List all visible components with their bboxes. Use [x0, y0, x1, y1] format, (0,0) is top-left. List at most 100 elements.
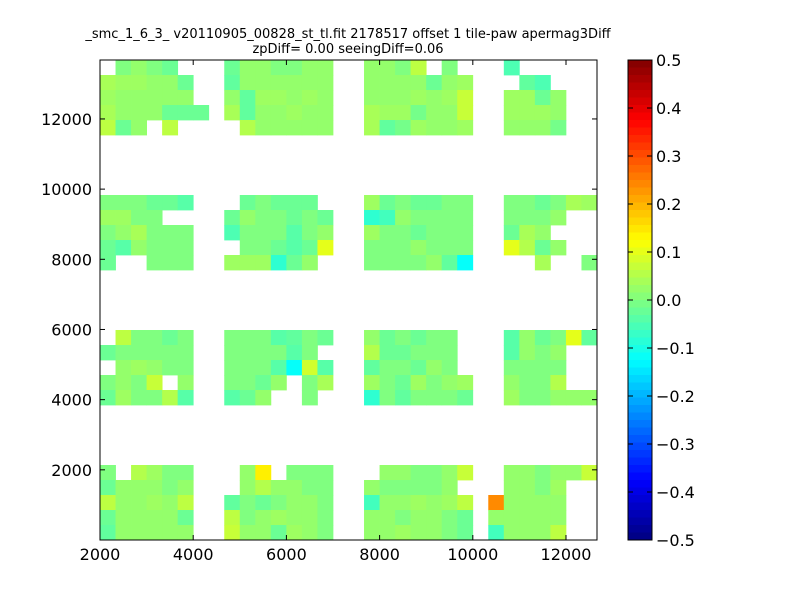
heatmap-cell: [534, 120, 551, 136]
heatmap-cell: [395, 225, 412, 241]
heatmap-cell: [395, 255, 412, 271]
heatmap-cell: [286, 345, 303, 361]
colorbar-segment: [628, 67, 652, 76]
colorbar-tick-label: −0.4: [656, 483, 695, 502]
heatmap-cell: [317, 210, 334, 226]
heatmap-cell: [550, 375, 567, 391]
heatmap-cell: [146, 195, 163, 211]
heatmap-cell: [519, 495, 536, 511]
heatmap-cell: [115, 240, 132, 256]
colorbar-segment: [628, 157, 652, 166]
heatmap-cell: [410, 240, 427, 256]
heatmap-cell: [255, 210, 272, 226]
heatmap-cell: [395, 105, 412, 121]
heatmap-cell: [270, 330, 287, 346]
heatmap-cell: [426, 525, 443, 541]
heatmap-cell: [317, 240, 334, 256]
heatmap-cell: [395, 90, 412, 106]
colorbar-segment: [628, 105, 652, 113]
heatmap-cell: [301, 510, 318, 526]
heatmap-cell: [177, 330, 194, 346]
heatmap-cell: [286, 90, 303, 106]
heatmap-cell: [364, 510, 380, 526]
x-tick-label: 2000: [80, 545, 121, 564]
heatmap-cell: [301, 495, 318, 511]
heatmap-cell: [519, 240, 536, 256]
heatmap-cell: [519, 525, 536, 541]
heatmap-cell: [519, 195, 536, 211]
heatmap-cell: [379, 465, 396, 481]
heatmap-cell: [224, 210, 241, 226]
heatmap-cell: [270, 60, 287, 76]
colorbar-segment: [628, 142, 652, 151]
heatmap-cell: [115, 210, 132, 226]
heatmap-cell: [457, 195, 474, 211]
heatmap-cell: [317, 480, 334, 496]
colorbar-segment: [628, 75, 652, 83]
heatmap-cell: [255, 375, 272, 391]
heatmap-cell: [301, 255, 318, 271]
y-tick-label: 4000: [51, 391, 92, 410]
heatmap-cell: [534, 510, 551, 526]
heatmap-cell: [301, 240, 318, 256]
heatmap-cell: [146, 90, 163, 106]
heatmap-cell: [146, 105, 163, 121]
colorbar-segment: [628, 60, 652, 68]
colorbar-segment: [628, 97, 652, 106]
colorbar-segment: [628, 532, 652, 541]
heatmap-cell: [100, 120, 116, 136]
heatmap-cell: [177, 75, 194, 91]
heatmap-cell: [379, 375, 396, 391]
heatmap-cell: [364, 240, 380, 256]
colorbar-segment: [628, 187, 652, 196]
heatmap-cell: [410, 345, 427, 361]
colorbar-tick-label: 0.2: [656, 195, 681, 214]
heatmap-cell: [395, 390, 412, 406]
heatmap-cell: [100, 525, 116, 541]
heatmap-cell: [146, 255, 163, 271]
heatmap-cell: [115, 345, 132, 361]
heatmap-cell: [286, 105, 303, 121]
heatmap-cell: [519, 225, 536, 241]
heatmap-cell: [395, 330, 412, 346]
heatmap-cell: [503, 480, 520, 496]
heatmap-cell: [457, 105, 474, 121]
heatmap-cell: [550, 525, 567, 541]
colorbar-tick-label: 0.4: [656, 99, 681, 118]
heatmap-cell: [364, 105, 380, 121]
heatmap-cell: [519, 480, 536, 496]
heatmap-cell: [317, 495, 334, 511]
heatmap-cell: [457, 90, 474, 106]
heatmap-cell: [270, 210, 287, 226]
colorbar-segment: [628, 517, 652, 526]
heatmap-cell: [270, 510, 287, 526]
heatmap-cell: [534, 210, 551, 226]
heatmap-cell: [581, 465, 598, 481]
heatmap-cell: [534, 255, 551, 271]
heatmap-cell: [364, 375, 380, 391]
heatmap-cell: [534, 465, 551, 481]
colorbar-segment: [628, 285, 652, 293]
heatmap-cell: [146, 375, 163, 391]
heatmap-cell: [270, 75, 287, 91]
heatmap-cell: [286, 210, 303, 226]
heatmap-cell: [224, 510, 241, 526]
colorbar-segment: [628, 442, 652, 451]
heatmap-cell: [239, 480, 256, 496]
heatmap-cell: [301, 375, 318, 391]
y-tick-label: 10000: [41, 180, 92, 199]
colorbar-segment: [628, 247, 652, 256]
heatmap-cell: [426, 465, 443, 481]
heatmap-cell: [286, 510, 303, 526]
colorbar-segment: [628, 397, 652, 406]
heatmap-cell: [534, 75, 551, 91]
heatmap-cell: [534, 330, 551, 346]
heatmap-cell: [441, 525, 458, 541]
colorbar-segment: [628, 480, 652, 488]
heatmap-cell: [364, 210, 380, 226]
heatmap-cell: [286, 75, 303, 91]
heatmap-cell: [379, 390, 396, 406]
heatmap-cell: [177, 225, 194, 241]
heatmap-cell: [441, 510, 458, 526]
heatmap-cell: [395, 495, 412, 511]
